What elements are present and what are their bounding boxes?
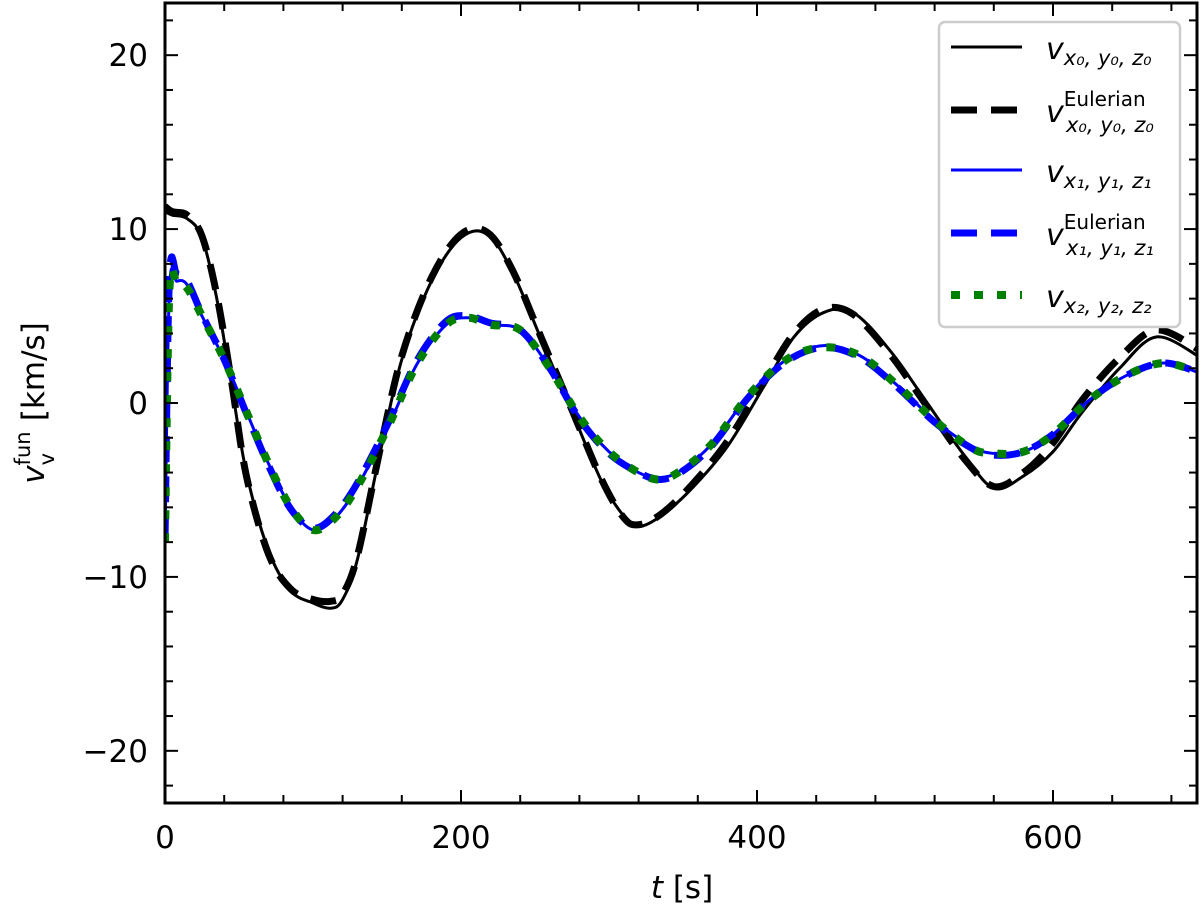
y-tick-label: −10 <box>83 560 148 596</box>
legend-label-1: vEulerian x₀, y₀, z₀ <box>1046 87 1154 137</box>
legend-label-3: vEulerian x₁, y₁, z₁ <box>1046 210 1154 260</box>
svg-text:vfunv [km/s]: vfunv [km/s] <box>11 322 59 484</box>
x-tick-label: 600 <box>1023 820 1082 856</box>
x-tick-label: 0 <box>155 820 175 856</box>
legend: vx₀, y₀, z₀ vEulerian x₀, y₀, z₀ vx₁, y₁, z… <box>937 20 1182 329</box>
legend-entry-0: vx₀, y₀, z₀ <box>951 32 1152 70</box>
legend-label-2: vx₁, y₁, z₁ <box>1046 155 1152 193</box>
series-line-4 <box>165 264 1197 543</box>
x-tick-label: 400 <box>727 820 786 856</box>
y-tick-label: 10 <box>109 212 148 248</box>
legend-entry-2: vx₁, y₁, z₁ <box>951 155 1152 193</box>
tick-labels: 0 200 400 600 −20 −10 0 10 20 <box>83 38 1083 856</box>
y-tick-label: −20 <box>83 734 148 770</box>
y-tick-label: 20 <box>109 38 148 74</box>
legend-entry-4: vx₂, y₂, z₂ <box>951 280 1152 318</box>
legend-label-4: vx₂, y₂, z₂ <box>1046 280 1152 318</box>
y-tick-label: 0 <box>128 386 148 422</box>
legend-entry-1: vEulerian x₀, y₀, z₀ <box>951 87 1154 137</box>
y-axis-label: vfunv [km/s] <box>11 322 59 484</box>
legend-label-0: vx₀, y₀, z₀ <box>1046 32 1152 70</box>
legend-entry-3: vEulerian x₁, y₁, z₁ <box>951 210 1154 260</box>
x-tick-label: 200 <box>431 820 490 856</box>
x-axis-label: t [s] <box>651 870 713 906</box>
plot-lines <box>165 203 1197 610</box>
axis-ticks <box>164 3 1197 803</box>
